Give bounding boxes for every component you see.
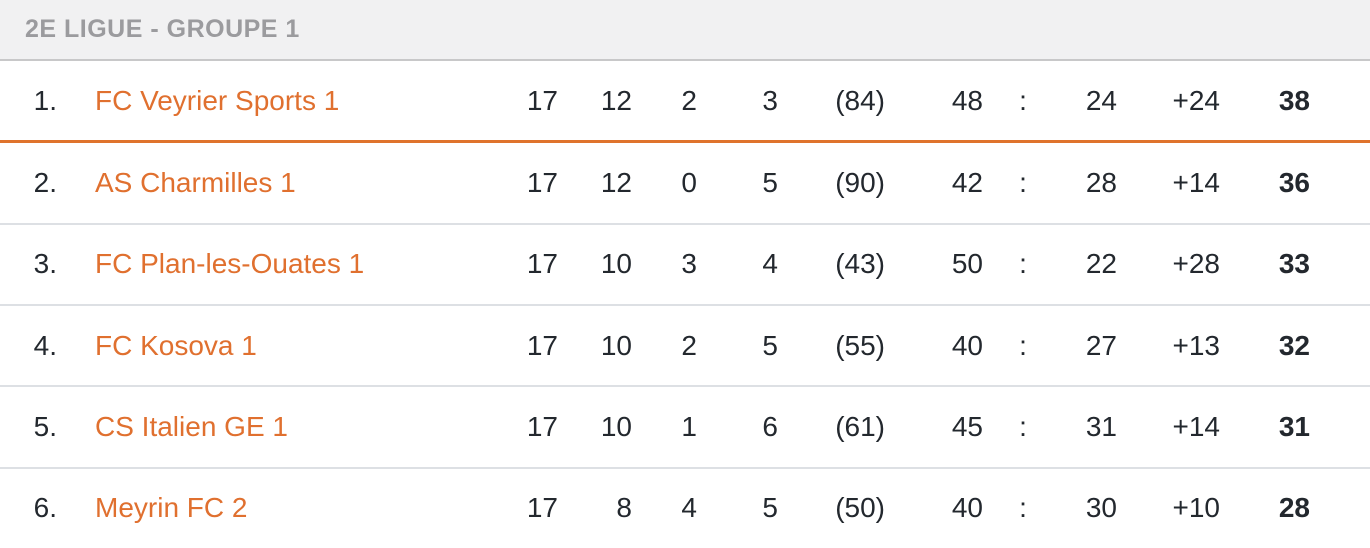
score-separator: :	[1019, 84, 1027, 116]
table-row: 2. AS Charmilles 1 17 12 0 5 (90) 42 : 2…	[0, 143, 1370, 225]
table-row: 3. FC Plan-les-Ouates 1 17 10 3 4 (43) 5…	[0, 224, 1370, 306]
won-cell: 8	[616, 492, 632, 524]
goals-for-cell: 42	[951, 166, 983, 198]
score-separator: :	[1019, 248, 1027, 280]
goals-against-cell: 28	[1085, 166, 1117, 198]
position-cell: 5.	[33, 410, 57, 442]
won-cell: 12	[600, 166, 632, 198]
goals-for-cell: 40	[951, 329, 983, 361]
table-row: 6. Meyrin FC 2 17 8 4 5 (50) 40 : 30 +10…	[0, 468, 1370, 548]
goals-against-cell: 22	[1085, 248, 1117, 280]
played-cell: 17	[526, 492, 558, 524]
score-separator: :	[1019, 492, 1027, 524]
team-cell: FC Kosova 1	[57, 330, 448, 362]
position-cell: 6.	[33, 492, 57, 524]
played-cell: 17	[526, 248, 558, 280]
played-cell: 17	[526, 410, 558, 442]
goals-for-cell: 45	[951, 410, 983, 442]
goals-for-cell: 40	[951, 492, 983, 524]
lost-cell: 5	[762, 492, 778, 524]
drawn-cell: 1	[681, 410, 697, 442]
drawn-cell: 3	[681, 248, 697, 280]
goals-against-cell: 31	[1085, 410, 1117, 442]
points-cell: 36	[1278, 166, 1310, 198]
bracketed-stat-cell: (50)	[835, 492, 885, 524]
league-title: 2E LIGUE - GROUPE 1	[25, 15, 300, 43]
team-name-link[interactable]: AS Charmilles 1	[95, 166, 296, 198]
goal-diff-cell: +14	[1172, 410, 1221, 442]
played-cell: 17	[526, 84, 558, 116]
won-cell: 10	[600, 329, 632, 361]
goal-diff-cell: +24	[1172, 84, 1221, 116]
table-row: 4. FC Kosova 1 17 10 2 5 (55) 40 : 27 +1…	[0, 305, 1370, 388]
standings-table-body: 1. FC Veyrier Sports 1 17 12 2 3 (84) 48…	[0, 61, 1370, 548]
goal-diff-cell: +10	[1172, 492, 1221, 524]
position-cell: 3.	[33, 248, 57, 280]
goals-against-cell: 30	[1085, 492, 1117, 524]
drawn-cell: 2	[681, 84, 697, 116]
table-row: 1. FC Veyrier Sports 1 17 12 2 3 (84) 48…	[0, 61, 1370, 144]
points-cell: 31	[1278, 410, 1310, 442]
played-cell: 17	[526, 329, 558, 361]
position-cell: 2.	[33, 166, 57, 198]
score-separator: :	[1019, 410, 1027, 442]
points-cell: 32	[1278, 329, 1310, 361]
team-name-link[interactable]: Meyrin FC 2	[95, 492, 248, 524]
team-cell: FC Plan-les-Ouates 1	[57, 248, 448, 280]
score-separator: :	[1019, 329, 1027, 361]
team-name-link[interactable]: FC Kosova 1	[95, 329, 257, 361]
goal-diff-cell: +14	[1172, 166, 1221, 198]
drawn-cell: 0	[681, 166, 697, 198]
goals-for-cell: 48	[951, 84, 983, 116]
points-cell: 28	[1278, 492, 1310, 524]
goals-against-cell: 24	[1085, 84, 1117, 116]
points-cell: 38	[1278, 84, 1310, 116]
drawn-cell: 4	[681, 492, 697, 524]
table-row: 5. CS Italien GE 1 17 10 1 6 (61) 45 : 3…	[0, 387, 1370, 469]
team-name-link[interactable]: FC Veyrier Sports 1	[95, 84, 340, 116]
goals-for-cell: 50	[951, 248, 983, 280]
bracketed-stat-cell: (43)	[835, 248, 885, 280]
bracketed-stat-cell: (61)	[835, 410, 885, 442]
position-cell: 1.	[33, 84, 57, 116]
score-separator: :	[1019, 166, 1027, 198]
bracketed-stat-cell: (84)	[835, 84, 885, 116]
lost-cell: 4	[762, 248, 778, 280]
team-cell: AS Charmilles 1	[57, 167, 448, 199]
goal-diff-cell: +28	[1172, 248, 1221, 280]
position-cell: 4.	[33, 329, 57, 361]
lost-cell: 6	[762, 410, 778, 442]
points-cell: 33	[1278, 248, 1310, 280]
team-cell: CS Italien GE 1	[57, 411, 448, 443]
team-name-link[interactable]: FC Plan-les-Ouates 1	[95, 248, 365, 280]
lost-cell: 3	[762, 84, 778, 116]
goal-diff-cell: +13	[1172, 329, 1221, 361]
drawn-cell: 2	[681, 329, 697, 361]
played-cell: 17	[526, 166, 558, 198]
won-cell: 10	[600, 248, 632, 280]
won-cell: 10	[600, 410, 632, 442]
bracketed-stat-cell: (90)	[835, 166, 885, 198]
league-header: 2E LIGUE - GROUPE 1	[0, 0, 1370, 61]
team-cell: FC Veyrier Sports 1	[57, 85, 448, 117]
lost-cell: 5	[762, 329, 778, 361]
goals-against-cell: 27	[1085, 329, 1117, 361]
won-cell: 12	[600, 84, 632, 116]
team-cell: Meyrin FC 2	[57, 492, 448, 524]
bracketed-stat-cell: (55)	[835, 329, 885, 361]
lost-cell: 5	[762, 166, 778, 198]
team-name-link[interactable]: CS Italien GE 1	[95, 410, 288, 442]
